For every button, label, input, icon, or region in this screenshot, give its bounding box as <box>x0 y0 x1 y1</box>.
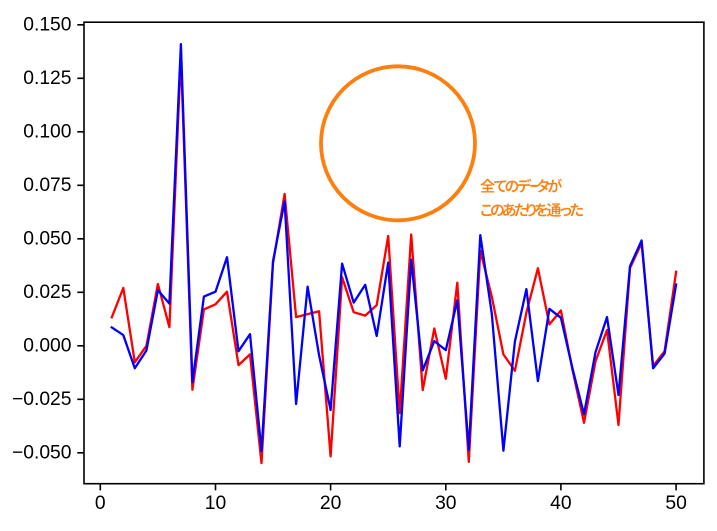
svg-text:0: 0 <box>95 493 106 514</box>
svg-text:10: 10 <box>205 493 226 514</box>
svg-text:−0.050: −0.050 <box>12 442 72 463</box>
svg-text:0.000: 0.000 <box>23 335 71 356</box>
svg-text:30: 30 <box>435 493 456 514</box>
svg-text:0.050: 0.050 <box>23 228 71 249</box>
svg-text:0.125: 0.125 <box>23 68 71 89</box>
svg-text:0.100: 0.100 <box>23 121 71 142</box>
svg-text:0.025: 0.025 <box>23 282 71 303</box>
svg-text:50: 50 <box>665 493 686 514</box>
svg-text:40: 40 <box>550 493 571 514</box>
svg-text:0.150: 0.150 <box>23 14 71 35</box>
svg-text:20: 20 <box>320 493 341 514</box>
svg-text:0.075: 0.075 <box>23 175 71 196</box>
svg-text:−0.025: −0.025 <box>12 389 72 410</box>
